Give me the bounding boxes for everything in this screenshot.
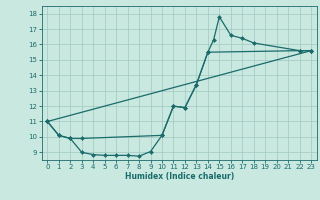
X-axis label: Humidex (Indice chaleur): Humidex (Indice chaleur) [124, 172, 234, 181]
